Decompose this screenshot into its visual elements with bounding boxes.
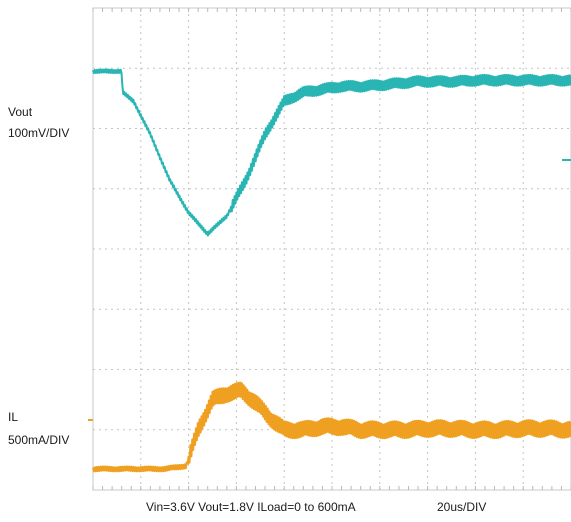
test-conditions: Vin=3.6V Vout=1.8V ILoad=0 to 600mA <box>146 500 356 514</box>
il-scale-label: 500mA/DIV <box>8 433 70 447</box>
grid <box>92 8 571 490</box>
timebase-label: 20us/DIV <box>437 500 487 514</box>
trace-vout <box>92 68 571 237</box>
il-label: IL <box>8 410 19 424</box>
traces <box>92 68 571 473</box>
trace-il <box>92 381 571 473</box>
vout-scale-label: 100mV/DIV <box>8 126 70 140</box>
vout-label: Vout <box>8 105 33 119</box>
